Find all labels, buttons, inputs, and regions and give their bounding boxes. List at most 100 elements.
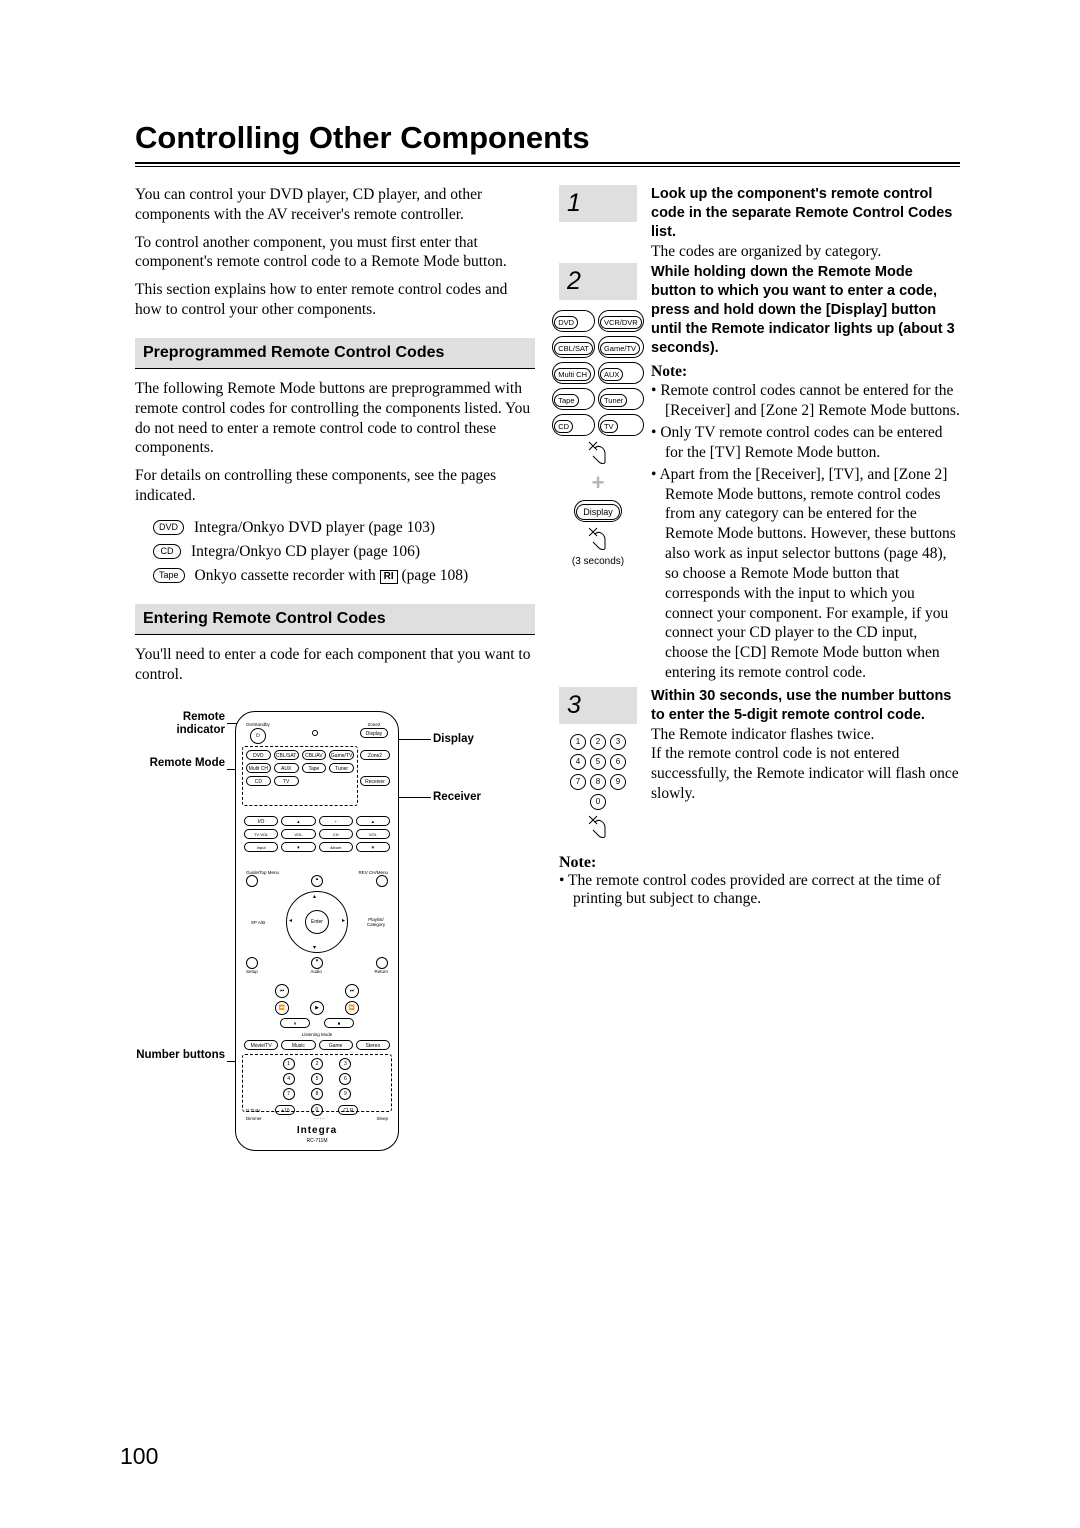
hand-icon xyxy=(583,524,613,552)
mode-tv2: TV xyxy=(274,776,299,786)
spab-lbl: SP A/B xyxy=(246,920,270,925)
dimmer-lbl: Dimmer xyxy=(246,1116,262,1121)
step-2-bullet-0: Remote control codes cannot be entered f… xyxy=(665,381,960,421)
preprog-header: Preprogrammed Remote Control Codes xyxy=(135,338,535,369)
lm-movie: Movie/TV xyxy=(244,1040,278,1050)
step-2-graphic: DVD VCR/DVR CBL/SAT Game/TV Multi CH AUX… xyxy=(559,306,637,567)
num-6: 6 xyxy=(339,1073,351,1085)
model-label: RC-711M xyxy=(236,1138,398,1144)
sleep-lbl: Sleep xyxy=(376,1116,388,1121)
intro-p1: You can control your DVD player, CD play… xyxy=(135,185,535,225)
enter-btn: Enter xyxy=(305,910,329,934)
lm-music: Music xyxy=(281,1040,315,1050)
mg-dvd: DVD xyxy=(552,310,595,332)
np-0: 0 xyxy=(590,794,606,810)
vol-up2-btn: ▴ xyxy=(356,816,390,826)
hand-icon xyxy=(583,812,613,840)
ch-label: CH xyxy=(319,829,353,839)
step-3-number: 3 xyxy=(559,687,637,724)
vol-up-btn: ▴ xyxy=(281,816,315,826)
preprog-row: DVD Integra/Onkyo DVD player (page 103) xyxy=(153,518,535,538)
label-zone2: Zone2 xyxy=(368,722,381,727)
preprog-row: CD Integra/Onkyo CD player (page 106) xyxy=(153,542,535,562)
oval-tape: Tape xyxy=(153,568,185,583)
entering-header: Entering Remote Control Codes xyxy=(135,604,535,635)
entering-p1: You'll need to enter a code for each com… xyxy=(135,645,535,685)
num-4: 4 xyxy=(283,1073,295,1085)
clr-btn: CLR xyxy=(338,1105,358,1115)
tv-label: TV VOL xyxy=(244,829,278,839)
play-btn: ▶ xyxy=(310,1001,324,1015)
plus-icon: + xyxy=(592,470,605,496)
display-oval: Display xyxy=(574,500,622,522)
preprog-text-0: Integra/Onkyo DVD player (page 103) xyxy=(194,518,435,538)
prev-btn: ⏮ xyxy=(275,984,289,998)
intro-p2: To control another component, you must f… xyxy=(135,233,535,273)
num-7: 7 xyxy=(283,1088,295,1100)
np-4: 4 xyxy=(570,754,586,770)
np-3: 3 xyxy=(610,734,626,750)
remote-indicator-led xyxy=(312,730,318,736)
np-9: 9 xyxy=(610,774,626,790)
label-onstandby: On/Standby xyxy=(246,722,270,727)
vol-dn-btn: ▾ xyxy=(281,842,315,852)
remote-diagram: Remote indicator Remote Mode Number butt… xyxy=(135,703,535,1183)
next-btn: ⏭ xyxy=(345,984,359,998)
step-3-text2: If the remote control code is not entere… xyxy=(651,744,960,803)
preprog-list: DVD Integra/Onkyo DVD player (page 103) … xyxy=(153,518,535,586)
tv-io-btn: I/O xyxy=(244,816,278,826)
step-3-graphic: 1 2 3 4 5 6 7 8 9 0 xyxy=(559,730,637,840)
mode-cd: CD xyxy=(246,776,271,786)
num-9: 9 xyxy=(339,1088,351,1100)
listening-mode-label: Listening Mode xyxy=(236,1032,398,1037)
np-8: 8 xyxy=(590,774,606,790)
dn-arrow-btn: ▾ xyxy=(311,957,323,969)
num-2: 2 xyxy=(311,1058,323,1070)
callout-remote-mode: Remote Mode xyxy=(135,757,225,770)
lm-game: Game xyxy=(319,1040,353,1050)
ff-btn: ⏩ xyxy=(345,1001,359,1015)
remote-body: On/Standby ⏻ Zone2 Display DVD CBL/SA xyxy=(235,711,399,1151)
ch-up-btn: + xyxy=(319,816,353,826)
mg-cbl: CBL/SAT xyxy=(552,336,595,358)
muting-btn: ▾ xyxy=(356,842,390,852)
bottom-note-bullet: The remote control codes provided are co… xyxy=(573,872,960,908)
mode-gametv: Game/TV xyxy=(329,750,354,760)
hand-icon xyxy=(583,438,613,466)
playlist-r-lbl: Playlist/ Category xyxy=(364,917,388,927)
intro-p3: This section explains how to enter remot… xyxy=(135,280,535,320)
callout-remote-indicator: Remote indicator xyxy=(135,711,225,737)
step-3-lead: Within 30 seconds, use the number button… xyxy=(651,687,960,725)
mode-cblav: CBL/AV xyxy=(302,750,327,760)
np-6: 6 xyxy=(610,754,626,770)
mode-multich: Multi CH xyxy=(246,763,271,773)
np-2: 2 xyxy=(590,734,606,750)
audio-lbl: Audio xyxy=(310,969,322,974)
ri-icon: RI xyxy=(380,570,398,584)
step-2: 2 DVD VCR/DVR CBL/SAT Game/TV Multi CH A… xyxy=(559,263,960,684)
mode-aux: AUX xyxy=(274,763,299,773)
np-7: 7 xyxy=(570,774,586,790)
preprog-p2: For details on controlling these compone… xyxy=(135,466,535,506)
bottom-note-label: Note: xyxy=(559,854,960,872)
step-2-bullet-2: Apart from the [Receiver], [TV], and [Zo… xyxy=(665,465,960,683)
vol-label: VOL xyxy=(281,829,315,839)
step-1-number: 1 xyxy=(559,185,637,222)
num-5: 5 xyxy=(311,1073,323,1085)
step-1: 1 Look up the component's remote control… xyxy=(559,185,960,261)
dtun-lbl: D.TUN xyxy=(246,1108,260,1113)
mode-tuner: Tuner xyxy=(329,763,354,773)
right-column: 1 Look up the component's remote control… xyxy=(559,185,960,1183)
mode-tape: Tape xyxy=(302,763,327,773)
step-1-lead: Look up the component's remote control c… xyxy=(651,185,960,242)
step-2-note-label: Note: xyxy=(651,362,960,382)
guide-btn xyxy=(246,875,258,887)
title-rule xyxy=(135,162,960,167)
vol2-label: VOL xyxy=(356,829,390,839)
callout-receiver: Receiver xyxy=(433,791,481,804)
input-btn: Input xyxy=(244,842,278,852)
np-1: 1 xyxy=(570,734,586,750)
mg-multi: Multi CH xyxy=(552,362,595,384)
stop-btn: ⏹ xyxy=(324,1018,354,1028)
step-2-number: 2 xyxy=(559,263,637,300)
